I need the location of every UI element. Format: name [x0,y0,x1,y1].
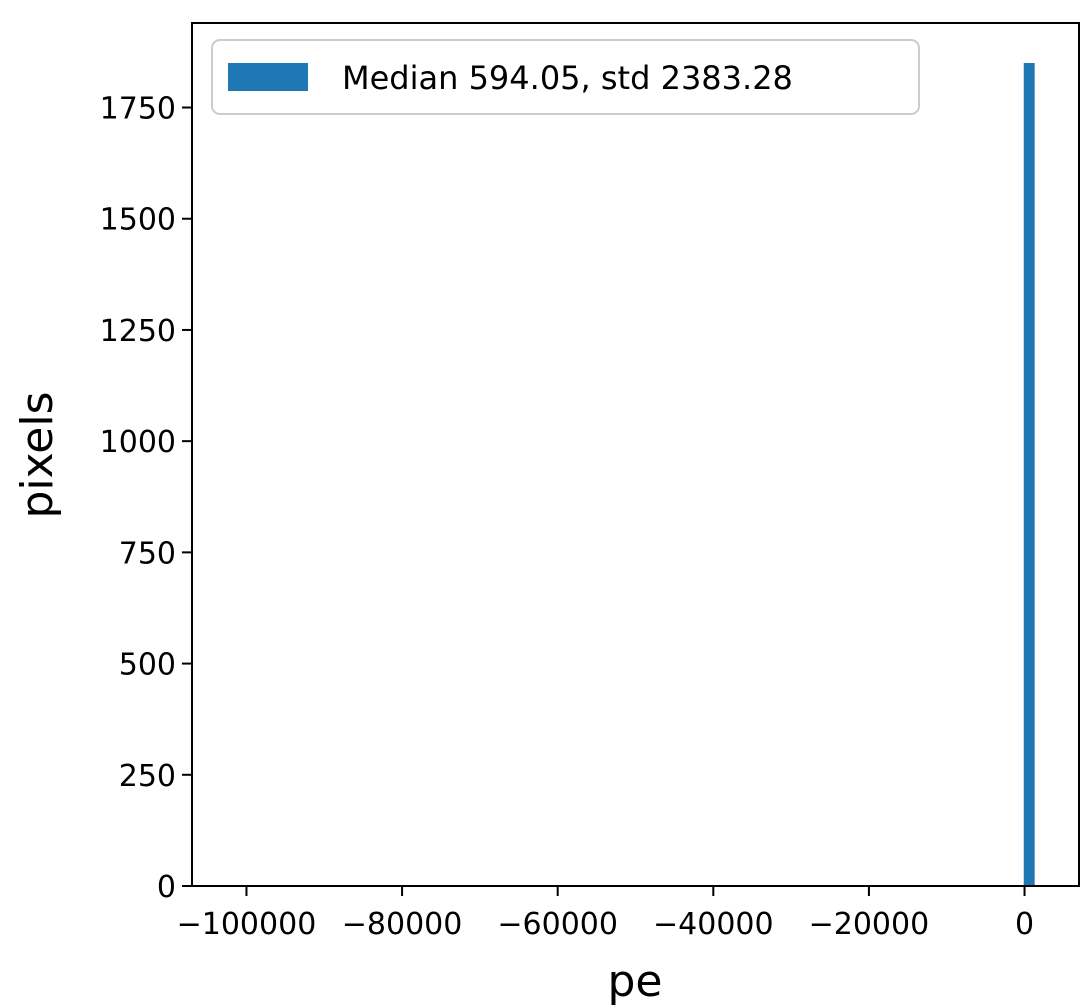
y-tick-label-1: 250 [119,759,176,794]
x-tick-label-1: −80000 [342,907,463,942]
x-axis-ticks: −100000 −80000 −60000 −40000 −20000 0 [177,886,1034,942]
y-tick-label-7: 1750 [100,92,176,127]
x-tick-label-5: 0 [1015,907,1034,942]
legend-swatch [228,63,308,91]
y-tick-label-2: 500 [119,648,176,683]
y-tick-label-3: 750 [119,536,176,571]
y-tick-label-0: 0 [157,870,176,905]
x-tick-label-2: −60000 [497,907,618,942]
x-axis-label: pe [608,956,663,1005]
y-axis-ticks: 0 250 500 750 1000 1250 1500 1750 [100,92,192,905]
y-tick-label-6: 1500 [100,203,176,238]
legend-box [211,39,920,115]
x-tick-label-3: −40000 [653,907,774,942]
x-tick-label-0: −100000 [177,907,317,942]
bars-group [1023,63,1035,887]
x-tick-label-4: −20000 [809,907,930,942]
y-tick-label-5: 1250 [100,314,176,349]
y-axis-label: pixels [12,391,63,518]
histogram-bar-0 [1023,63,1035,887]
plot-area-frame [191,22,1080,887]
legend: Median 594.05, std 2383.28 [211,39,920,115]
y-tick-label-4: 1000 [100,425,176,460]
legend-entry: Median 594.05, std 2383.28 [342,59,793,97]
